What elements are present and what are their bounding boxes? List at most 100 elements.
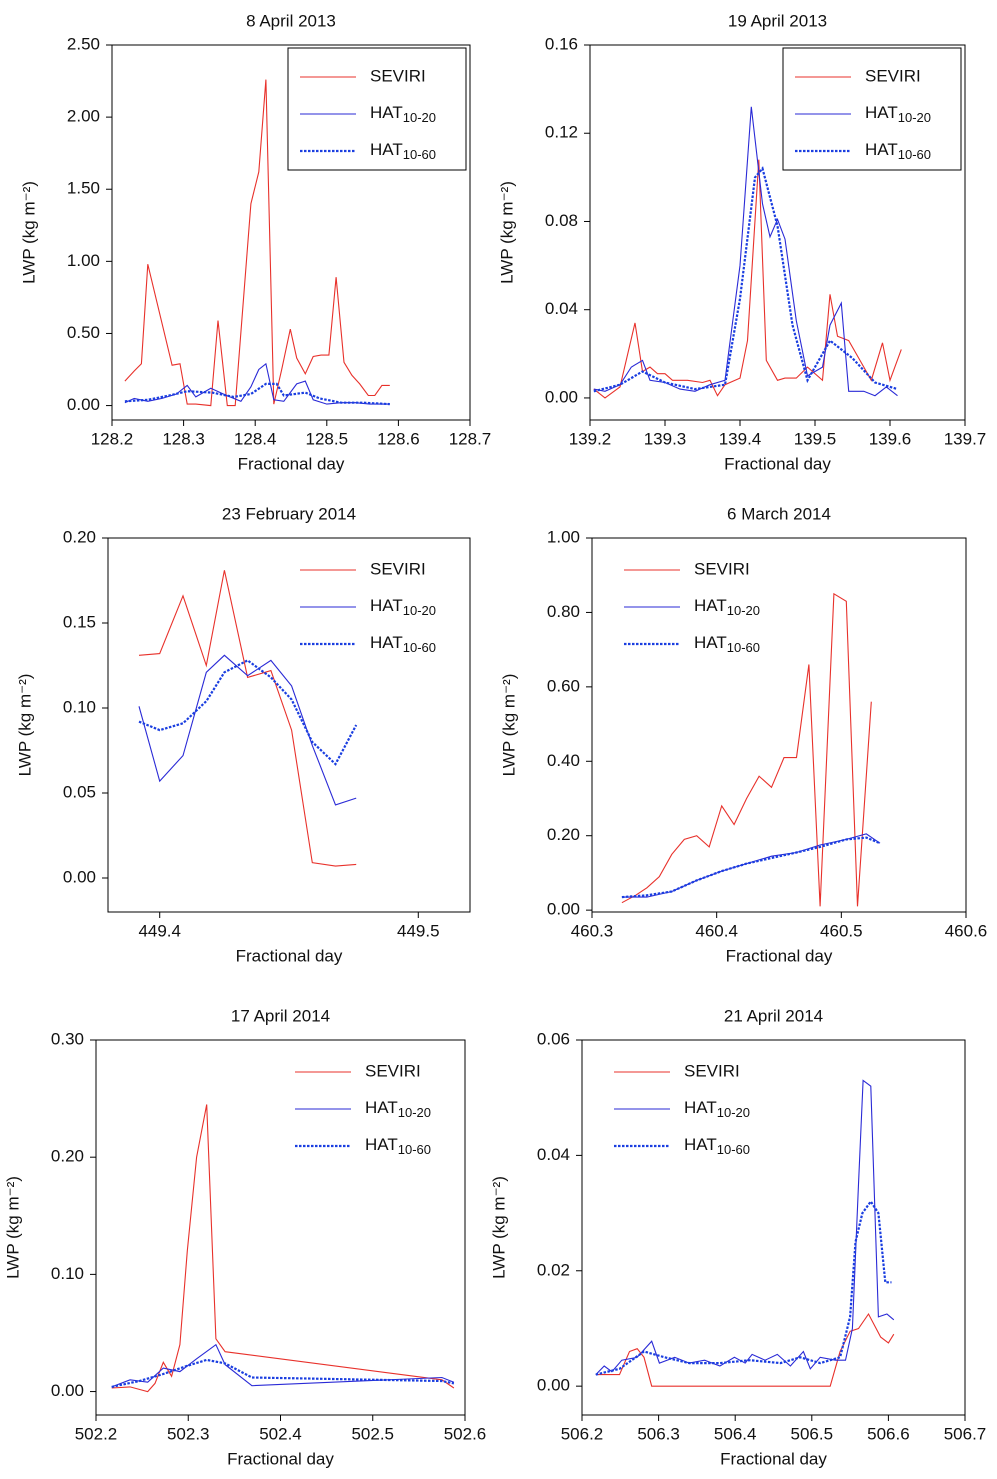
y-tick-label: 1.00 <box>67 251 100 270</box>
x-tick-label: 128.2 <box>91 429 134 448</box>
x-tick-label: 128.3 <box>162 429 205 448</box>
y-tick-label: 0.60 <box>547 676 580 695</box>
y-tick-label: 0.00 <box>545 387 578 406</box>
chart-title: 8 April 2013 <box>246 11 336 30</box>
axes-frame <box>591 537 967 913</box>
axes-frame <box>111 44 471 421</box>
y-axis-label: LWP (kg m⁻²) <box>3 1176 22 1279</box>
legend-label: HAT10-20 <box>370 103 436 125</box>
series-line <box>595 1199 892 1376</box>
x-tick-label: 139.3 <box>644 429 687 448</box>
y-tick-label: 0.04 <box>545 299 578 318</box>
series-line <box>138 570 357 867</box>
legend-label: HAT10-60 <box>370 633 436 655</box>
x-tick-label: 139.6 <box>869 429 912 448</box>
legend-label: SEVIRI <box>865 66 921 85</box>
series-line <box>593 166 898 393</box>
y-tick-label: 0.80 <box>547 602 580 621</box>
legend-frame <box>782 47 962 171</box>
legend-label: HAT10-20 <box>865 103 931 125</box>
y-axis-label: LWP (kg m⁻²) <box>19 181 38 284</box>
y-tick-label: 2.00 <box>67 107 100 126</box>
x-tick-label: 506.7 <box>944 1424 987 1443</box>
x-axis-label: Fractional day <box>726 946 833 965</box>
y-tick-label: 0.50 <box>67 323 100 342</box>
y-tick-label: 0.15 <box>63 612 96 631</box>
y-tick-label: 0.10 <box>63 697 96 716</box>
series-line <box>621 592 872 907</box>
y-axis-label: LWP (kg m⁻²) <box>15 674 34 777</box>
y-tick-label: 0.20 <box>547 825 580 844</box>
legend-label: HAT10-20 <box>684 1098 750 1120</box>
y-tick-label: 0.00 <box>537 1376 570 1395</box>
chart-title: 19 April 2013 <box>728 11 827 30</box>
series-line <box>595 1312 895 1387</box>
x-axis-label: Fractional day <box>720 1449 827 1468</box>
axes-frame <box>581 1039 966 1416</box>
y-tick-label: 0.08 <box>545 211 578 230</box>
x-tick-label: 460.6 <box>945 921 988 940</box>
y-tick-label: 2.50 <box>67 34 100 53</box>
x-axis-label: Fractional day <box>724 454 831 473</box>
x-tick-label: 506.4 <box>714 1424 757 1443</box>
x-tick-label: 128.6 <box>377 429 420 448</box>
series-line <box>593 159 902 399</box>
y-axis-label: LWP (kg m⁻²) <box>497 181 516 284</box>
axes-frame <box>589 44 966 421</box>
series-line <box>111 1358 455 1388</box>
y-tick-label: 0.10 <box>51 1264 84 1283</box>
series-line <box>124 382 390 406</box>
x-tick-label: 502.4 <box>259 1424 302 1443</box>
series-line <box>593 106 898 397</box>
y-tick-label: 0.02 <box>537 1260 570 1279</box>
legend-label: HAT10-60 <box>684 1135 750 1157</box>
x-axis-label: Fractional day <box>236 946 343 965</box>
x-axis-label: Fractional day <box>227 1449 334 1468</box>
x-tick-label: 139.4 <box>719 429 762 448</box>
x-tick-label: 460.3 <box>571 921 614 940</box>
legend-label: HAT10-20 <box>365 1098 431 1120</box>
y-tick-label: 0.00 <box>547 900 580 919</box>
x-tick-label: 460.4 <box>695 921 738 940</box>
chart-title: 21 April 2014 <box>724 1006 823 1025</box>
x-tick-label: 502.3 <box>167 1424 210 1443</box>
series-line <box>138 659 358 766</box>
legend-label: SEVIRI <box>684 1061 740 1080</box>
series-line <box>124 362 390 405</box>
legend-label: HAT10-60 <box>694 633 760 655</box>
x-tick-label: 449.5 <box>397 921 440 940</box>
chart-title: 23 February 2014 <box>222 504 356 523</box>
x-tick-label: 139.2 <box>569 429 612 448</box>
x-tick-label: 128.7 <box>449 429 492 448</box>
axes-frame <box>107 537 471 913</box>
y-tick-label: 1.50 <box>67 179 100 198</box>
legend-label: HAT10-60 <box>365 1135 431 1157</box>
x-axis-label: Fractional day <box>238 454 345 473</box>
series-line <box>621 833 881 898</box>
series-line <box>124 79 390 407</box>
chart-title: 6 March 2014 <box>727 504 831 523</box>
y-tick-label: 0.16 <box>545 34 578 53</box>
legend-label: SEVIRI <box>370 559 426 578</box>
legend-label: SEVIRI <box>694 559 750 578</box>
y-tick-label: 0.05 <box>63 782 96 801</box>
legend-label: HAT10-60 <box>865 140 931 162</box>
series-line <box>111 1104 455 1393</box>
y-tick-label: 0.30 <box>51 1029 84 1048</box>
x-tick-label: 502.5 <box>351 1424 394 1443</box>
y-tick-label: 0.00 <box>63 867 96 886</box>
y-tick-label: 0.40 <box>547 751 580 770</box>
legend-label: SEVIRI <box>365 1061 421 1080</box>
legend-label: HAT10-60 <box>370 140 436 162</box>
y-axis-label: LWP (kg m⁻²) <box>489 1176 508 1279</box>
chart-title: 17 April 2014 <box>231 1006 330 1025</box>
x-tick-label: 460.5 <box>820 921 863 940</box>
x-tick-label: 506.2 <box>561 1424 604 1443</box>
legend-frame <box>287 47 467 171</box>
legend-label: HAT10-20 <box>694 596 760 618</box>
x-tick-label: 502.6 <box>444 1424 487 1443</box>
series-line <box>111 1343 455 1388</box>
x-tick-label: 506.3 <box>637 1424 680 1443</box>
x-tick-label: 128.5 <box>306 429 349 448</box>
